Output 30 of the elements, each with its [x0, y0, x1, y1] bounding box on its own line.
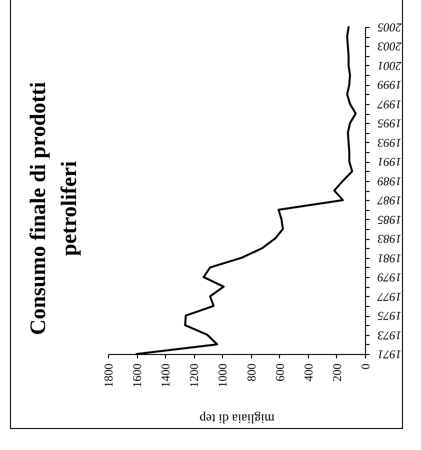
x-tick-label: 200 [330, 364, 344, 382]
y-tick-label: 1993 [378, 136, 402, 150]
y-tick-label: 1979 [378, 270, 402, 285]
y-tick-label: 1997 [376, 97, 402, 112]
y-tick-label: 1981 [378, 251, 402, 266]
x-tick-label: 1000 [216, 364, 230, 388]
x-tick-label: 400 [301, 364, 316, 382]
x-tick-label: 1400 [158, 364, 173, 388]
y-tick-label: 1983 [378, 232, 402, 246]
x-axis-title: migliaia di tep [199, 412, 275, 426]
y-tick-label: 1989 [378, 174, 402, 188]
x-tick-label: 800 [244, 364, 258, 382]
x-tick-label: 600 [272, 364, 287, 382]
y-tick-label: 1985 [378, 212, 402, 227]
y-tick-label: 1977 [376, 290, 402, 304]
x-tick-label: 1600 [130, 364, 144, 388]
y-tick-label: 1975 [378, 309, 402, 324]
y-tick-label: 2005 [378, 20, 402, 34]
text: Consumo finale di prodotti petroliferi [25, 82, 81, 336]
y-tick-label: 1971 [378, 348, 402, 362]
y-tick-label: 1973 [378, 328, 402, 342]
y-tick-label: 1987 [376, 194, 402, 208]
y-tick-label: 2003 [378, 40, 402, 54]
y-tick-label: 1991 [378, 155, 402, 170]
y-tick-label: 2001 [378, 58, 402, 73]
x-tick-label: 0 [358, 364, 372, 370]
y-tick-label: 1995 [378, 116, 402, 131]
x-tick-label: 1800 [102, 364, 116, 388]
x-tick-label: 1200 [187, 364, 202, 388]
y-tick-label: 1999 [378, 78, 402, 92]
